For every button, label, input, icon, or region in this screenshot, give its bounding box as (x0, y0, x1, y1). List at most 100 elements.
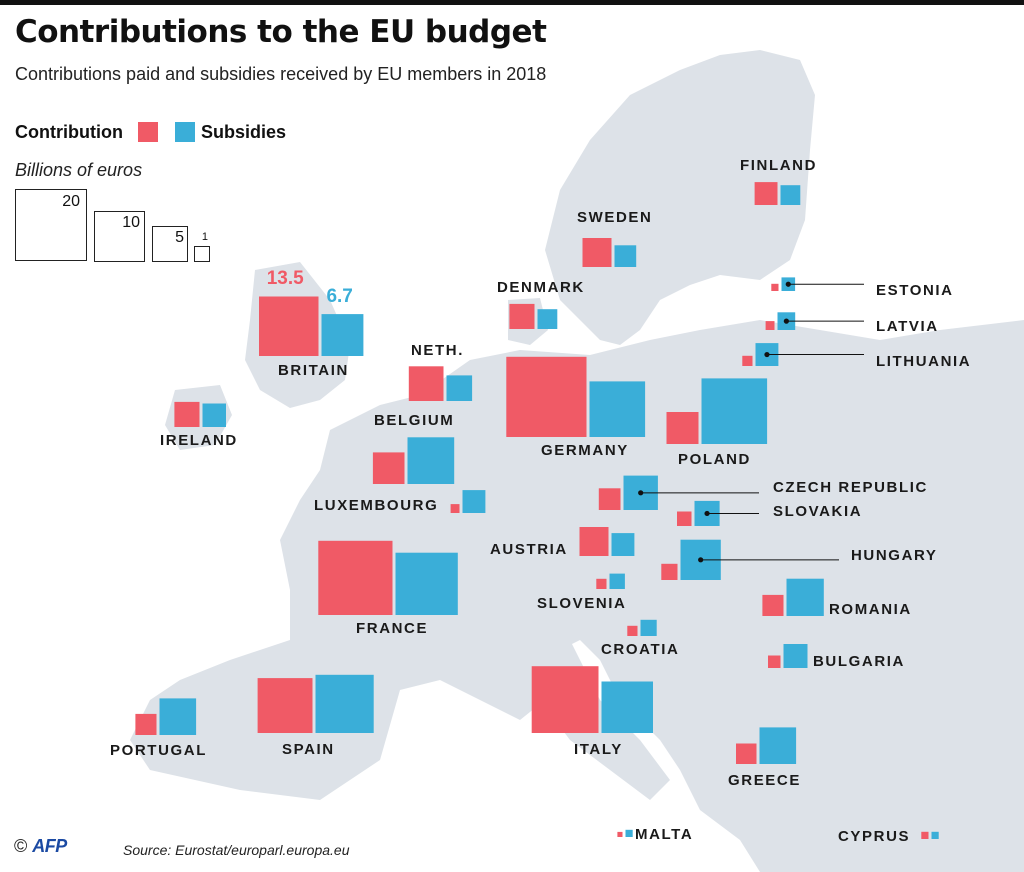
legend-subsidies-swatch (175, 122, 195, 142)
bulgaria-subsidies-square (783, 644, 808, 668)
malta-subsidies-square (625, 829, 633, 837)
czech-republic-contribution-square (598, 488, 621, 510)
greece-contribution-square (736, 743, 757, 764)
malta-contribution-square (617, 831, 623, 837)
size-key-1-label: 1 (201, 231, 208, 243)
slovakia-contribution-square (677, 511, 692, 526)
cyprus-subsidies-square (931, 831, 939, 839)
bulgaria-contribution-square (768, 655, 781, 668)
spain-label: SPAIN (282, 741, 335, 758)
finland-label: FINLAND (740, 157, 818, 174)
afp-logo: © AFP (14, 836, 67, 857)
france-contribution-square (318, 540, 393, 615)
poland-contribution-square (666, 412, 699, 444)
lithuania-contribution-square (742, 355, 753, 366)
poland-label: POLAND (678, 451, 751, 468)
copyright-symbol: © (14, 836, 28, 856)
slovakia-label: SLOVAKIA (773, 503, 863, 520)
size-key-20-label: 20 (62, 193, 80, 210)
sweden-label: SWEDEN (577, 209, 653, 226)
ireland-label: IRELAND (160, 432, 238, 449)
finland-contribution-square (754, 182, 778, 205)
units-label: Billions of euros (15, 160, 143, 180)
italy-landmass (530, 620, 670, 800)
britain-subsidies-square (321, 314, 364, 356)
finland-subsidies-square (780, 185, 801, 205)
estonia-label: ESTONIA (876, 282, 954, 299)
portugal-label: PORTUGAL (110, 742, 207, 759)
estonia-contribution-square (771, 283, 779, 291)
denmark-contribution-square (509, 303, 535, 329)
slovenia-contribution-square (596, 578, 607, 589)
latvia-leader-dot (783, 318, 789, 324)
slovakia-leader-dot (704, 510, 710, 517)
slovenia-label: SLOVENIA (537, 595, 627, 612)
hungary-leader-dot (698, 557, 704, 563)
britain-subsidies-value-label: 6.7 (326, 286, 353, 308)
britain-contribution-value-label: 13.5 (266, 268, 304, 290)
austria-subsidies-square (611, 533, 635, 556)
size-key-10 (94, 211, 145, 262)
leader-lines (638, 281, 864, 563)
romania-contribution-square (762, 594, 784, 616)
neth-label: NETH. (411, 342, 464, 359)
britain-label: BRITAIN (278, 362, 349, 379)
chart-subtitle: Contributions paid and subsidies receive… (15, 64, 547, 84)
size-key-5 (152, 226, 188, 262)
croatia-contribution-square (627, 625, 638, 636)
legend-contribution-swatch (138, 122, 158, 142)
top-rule (0, 0, 1024, 5)
croatia-subsidies-square (640, 619, 657, 636)
ireland-contribution-square (174, 401, 200, 427)
lithuania-label: LITHUANIA (876, 353, 972, 370)
germany-contribution-square (506, 356, 587, 437)
italy-contribution-square (531, 666, 599, 733)
poland-subsidies-square (701, 378, 768, 444)
romania-subsidies-square (786, 578, 824, 616)
hungary-label: HUNGARY (851, 547, 938, 564)
italy-label: ITALY (574, 741, 623, 758)
legend-subsidies-label: Subsidies (201, 122, 287, 142)
austria-contribution-square (579, 527, 609, 556)
spain-subsidies-square (315, 674, 374, 733)
greece-label: GREECE (728, 772, 801, 789)
latvia-contribution-square (765, 321, 775, 330)
portugal-subsidies-square (159, 698, 197, 735)
source-note: Source: Eurostat/europarl.europa.eu (123, 842, 350, 858)
legend-contribution-label: Contribution (15, 122, 123, 142)
latvia-label: LATVIA (876, 318, 939, 335)
austria-label: AUSTRIA (490, 541, 568, 558)
france-label: FRANCE (356, 620, 429, 637)
hungary-contribution-square (661, 563, 678, 580)
malta-label: MALTA (635, 826, 694, 843)
czech-republic-label: CZECH REPUBLIC (773, 479, 928, 496)
ireland-subsidies-square (202, 403, 226, 427)
portugal-contribution-square (135, 713, 157, 735)
size-key-10-label: 10 (122, 214, 140, 231)
denmark-label: DENMARK (497, 279, 585, 296)
greece-subsidies-square (759, 727, 797, 764)
luxembourg-label: LUXEMBOURG (314, 497, 439, 514)
sweden-subsidies-square (614, 245, 637, 267)
size-key-20 (15, 189, 87, 261)
land-masses (130, 50, 1024, 872)
estonia-leader-dot (785, 281, 791, 287)
germany-subsidies-square (589, 381, 646, 437)
afp-wordmark: AFP (32, 836, 67, 856)
luxembourg-subsidies-square (462, 490, 486, 513)
luxembourg-contribution-square (450, 504, 460, 513)
italy-subsidies-square (601, 681, 653, 733)
bulgaria-label: BULGARIA (813, 653, 905, 670)
size-key-1 (194, 246, 210, 262)
cyprus-label: CYPRUS (838, 828, 911, 845)
spain-contribution-square (257, 678, 313, 733)
mainland-europe (130, 320, 1024, 872)
france-subsidies-square (395, 552, 458, 615)
chart-title: Contributions to the EU budget (15, 14, 547, 50)
scandinavia-landmass (545, 50, 815, 345)
lithuania-leader-dot (764, 351, 770, 358)
neth-subsidies-square (446, 375, 473, 401)
belgium-subsidies-square (407, 437, 455, 484)
belgium-label: BELGIUM (374, 412, 455, 429)
